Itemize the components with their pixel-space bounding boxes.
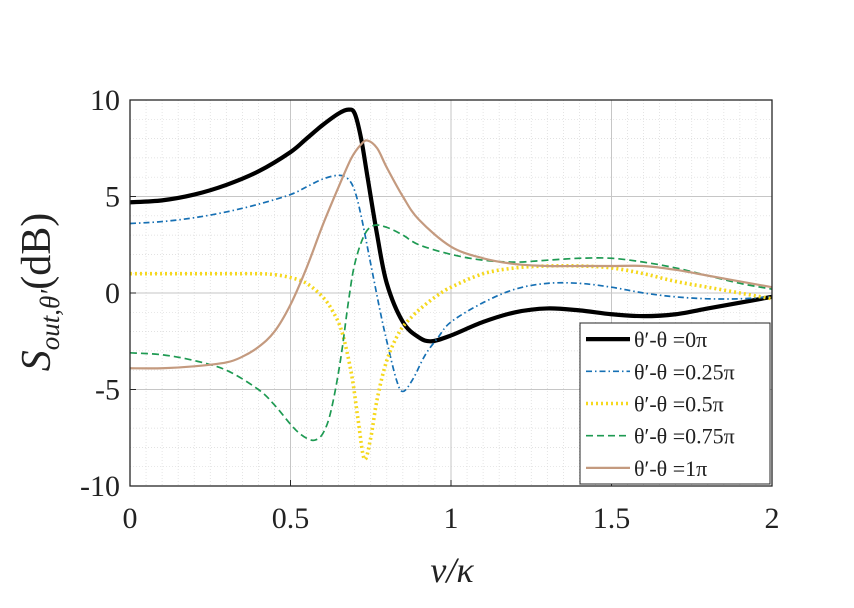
legend-label-0: θ′-θ =0π (634, 327, 707, 352)
y-tick-label: -5 (95, 374, 120, 407)
series-line-2 (130, 263, 773, 462)
series-line-3 (129, 224, 773, 442)
series-line-0 (129, 107, 773, 344)
y-tick-label: 0 (105, 277, 120, 310)
y-tick-labels: -10 -5 0 5 10 (80, 84, 120, 503)
plot-frame (129, 99, 773, 487)
legend: θ′-θ =0π θ′-θ =0.25π θ′-θ =0.5π θ′-θ =0.75π… (579, 322, 771, 485)
y-tick-label: -10 (80, 470, 120, 503)
legend-label-1: θ′-θ =0.25π (634, 359, 735, 384)
y-axis-label-main: S (14, 350, 60, 371)
y-axis-label-unit: (dB) (14, 213, 60, 290)
series-line-4 (129, 139, 773, 370)
x-tick-label: 1 (444, 502, 459, 535)
legend-label-3: θ′-θ =0.75π (634, 424, 735, 449)
x-tick-labels: 0 0.5 1 1.5 2 (123, 502, 780, 535)
series-lines (129, 107, 773, 462)
series-line-1 (129, 174, 773, 393)
y-tick-label: 10 (90, 84, 120, 117)
legend-label-2: θ′-θ =0.5π (634, 392, 724, 417)
x-axis-label: ν/κ (430, 550, 474, 590)
legend-label-4: θ′-θ =1π (634, 456, 707, 481)
y-axis-label-subscript: out,θ′ (35, 289, 65, 351)
x-tick-label: 2 (765, 502, 780, 535)
y-tick-label: 5 (105, 181, 120, 214)
y-axis-label: Sout,θ′(dB) (14, 213, 65, 371)
x-tick-label: 0.5 (272, 502, 310, 535)
x-tick-label: 0 (123, 502, 138, 535)
x-tick-label: 1.5 (593, 502, 631, 535)
